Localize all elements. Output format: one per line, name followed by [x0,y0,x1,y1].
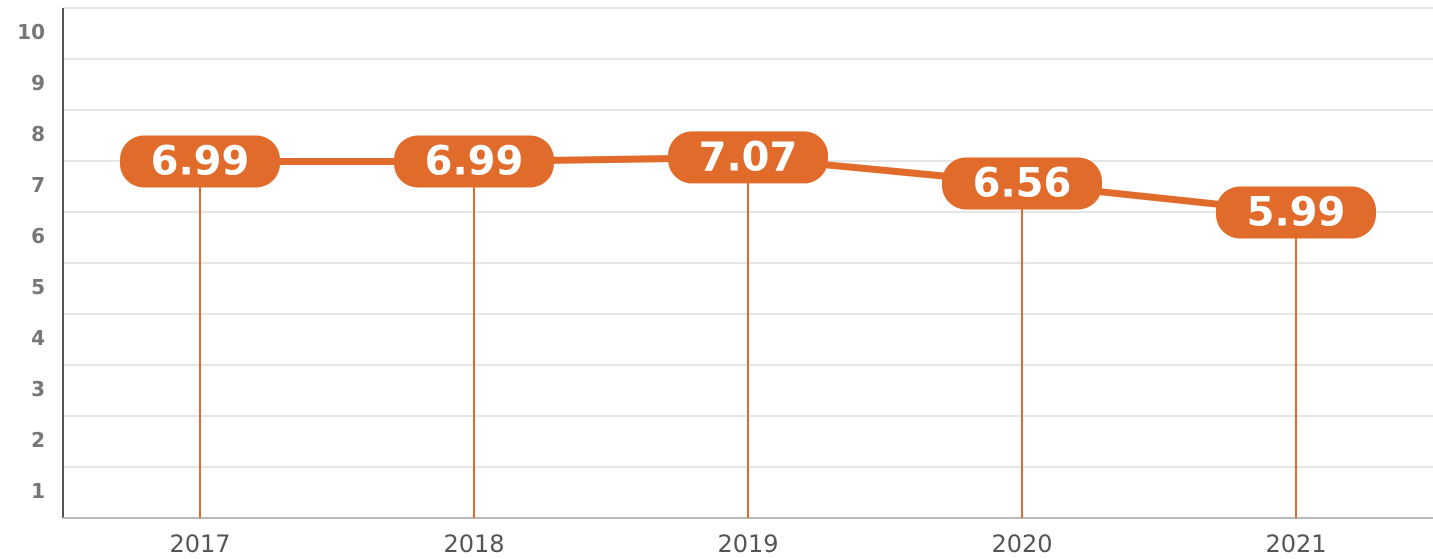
point-label-box [394,135,554,188]
y-tick-label: 7 [31,173,45,197]
x-tick-label: 2019 [717,530,778,558]
x-tick-label: 2020 [991,530,1052,558]
y-tick-label: 1 [31,479,45,503]
point-label: 6.56 [973,160,1072,206]
point-label-box [1216,186,1376,239]
x-tick-label: 2021 [1265,530,1326,558]
point-label-box [942,157,1102,210]
y-tick-label: 5 [31,275,45,299]
point-label-box [668,131,828,184]
y-tick-label: 4 [31,326,45,350]
y-tick-label: 3 [31,377,45,401]
point-label-box [120,135,280,188]
y-tick-label: 10 [17,20,45,44]
point-label: 6.99 [151,139,250,185]
x-tick-label: 2018 [443,530,504,558]
y-tick-label: 6 [31,224,45,248]
x-tick-label: 2017 [169,530,230,558]
point-label: 5.99 [1247,190,1346,236]
point-label: 7.07 [699,134,798,180]
point-label: 6.99 [425,139,524,185]
y-tick-label: 2 [31,428,45,452]
y-tick-label: 8 [31,122,45,146]
y-tick-label: 9 [31,71,45,95]
